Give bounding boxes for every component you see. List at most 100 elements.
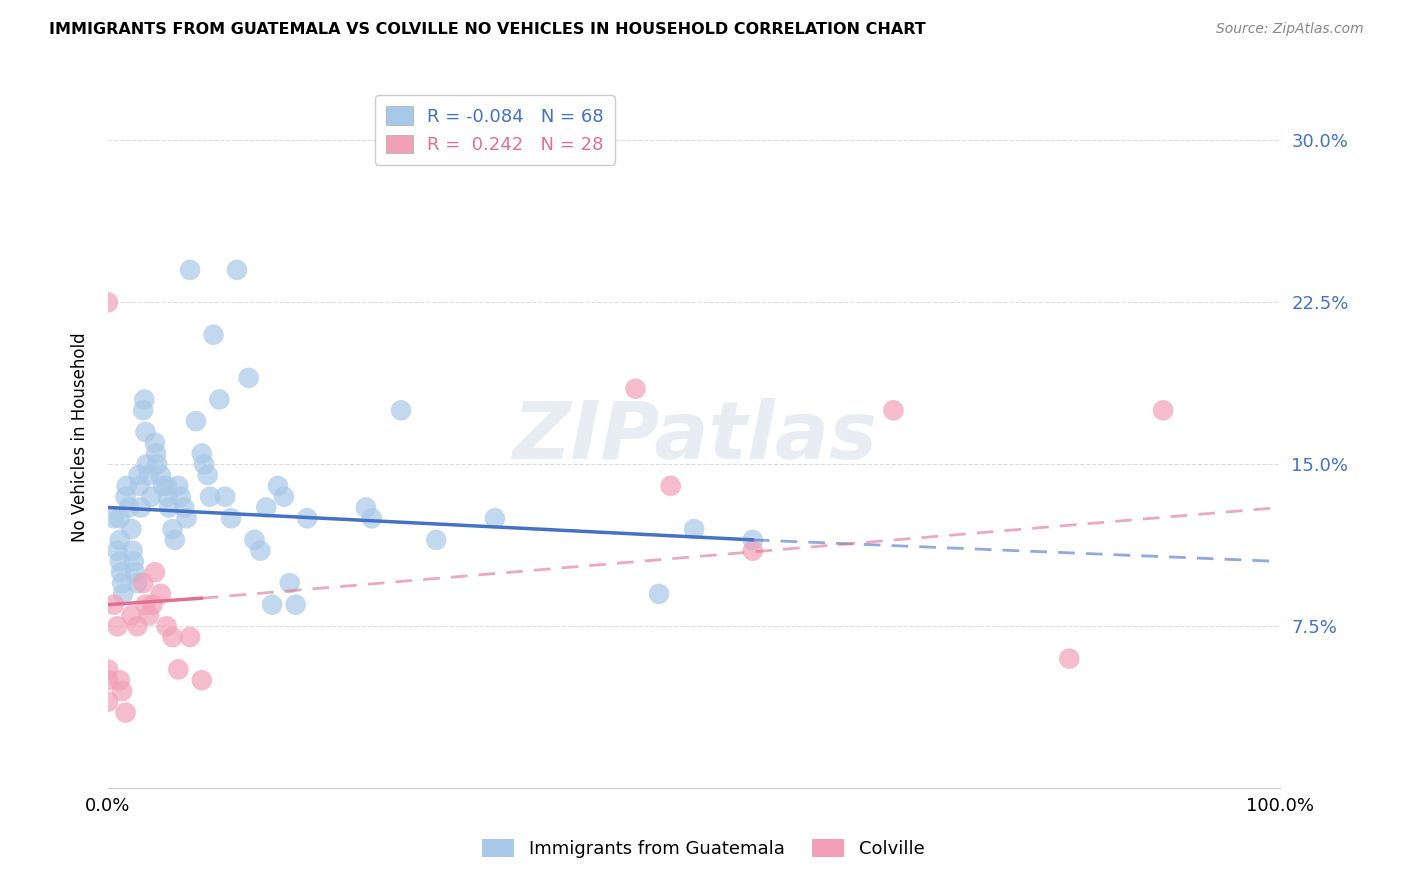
Point xyxy=(146,458,169,472)
Point xyxy=(179,263,201,277)
Point xyxy=(138,608,160,623)
Point xyxy=(122,554,145,568)
Point xyxy=(173,500,195,515)
Point xyxy=(103,511,125,525)
Point xyxy=(145,446,167,460)
Point xyxy=(683,522,706,536)
Point xyxy=(267,479,290,493)
Point xyxy=(163,533,186,547)
Point xyxy=(243,533,266,547)
Text: Source: ZipAtlas.com: Source: ZipAtlas.com xyxy=(1216,22,1364,37)
Point xyxy=(262,598,284,612)
Point xyxy=(624,382,647,396)
Point xyxy=(226,263,249,277)
Point xyxy=(149,468,172,483)
Point xyxy=(882,403,904,417)
Point xyxy=(297,511,319,525)
Point xyxy=(354,500,377,515)
Point xyxy=(273,490,295,504)
Point xyxy=(114,490,136,504)
Point xyxy=(219,511,242,525)
Point xyxy=(155,619,177,633)
Point xyxy=(162,630,184,644)
Y-axis label: No Vehicles in Household: No Vehicles in Household xyxy=(72,333,89,542)
Point xyxy=(138,468,160,483)
Point xyxy=(108,533,131,547)
Point xyxy=(110,566,132,580)
Point xyxy=(249,543,271,558)
Point xyxy=(132,403,155,417)
Point xyxy=(114,706,136,720)
Point xyxy=(360,511,382,525)
Point xyxy=(741,533,763,547)
Point xyxy=(127,619,149,633)
Point xyxy=(167,479,190,493)
Point xyxy=(191,446,214,460)
Point xyxy=(167,663,190,677)
Point xyxy=(97,673,120,688)
Point xyxy=(278,576,301,591)
Point xyxy=(97,295,120,310)
Point xyxy=(152,479,174,493)
Point xyxy=(118,500,141,515)
Point xyxy=(198,490,221,504)
Point xyxy=(124,566,146,580)
Point xyxy=(115,479,138,493)
Point xyxy=(176,511,198,525)
Point xyxy=(184,414,207,428)
Point xyxy=(155,479,177,493)
Point xyxy=(1152,403,1174,417)
Point xyxy=(191,673,214,688)
Point xyxy=(170,490,193,504)
Point xyxy=(134,425,156,439)
Point xyxy=(134,598,156,612)
Point xyxy=(238,371,260,385)
Point xyxy=(97,695,120,709)
Point xyxy=(208,392,231,407)
Point xyxy=(157,500,180,515)
Text: IMMIGRANTS FROM GUATEMALA VS COLVILLE NO VEHICLES IN HOUSEHOLD CORRELATION CHART: IMMIGRANTS FROM GUATEMALA VS COLVILLE NO… xyxy=(49,22,927,37)
Point xyxy=(193,458,215,472)
Point xyxy=(741,543,763,558)
Point xyxy=(143,566,166,580)
Point xyxy=(108,511,131,525)
Point xyxy=(202,327,225,342)
Point xyxy=(214,490,236,504)
Point xyxy=(179,630,201,644)
Point xyxy=(108,673,131,688)
Point xyxy=(162,522,184,536)
Point xyxy=(141,490,163,504)
Legend: R = -0.084   N = 68, R =  0.242   N = 28: R = -0.084 N = 68, R = 0.242 N = 28 xyxy=(375,95,614,165)
Text: ZIPatlas: ZIPatlas xyxy=(512,399,877,476)
Point xyxy=(120,522,142,536)
Point xyxy=(97,663,120,677)
Legend: Immigrants from Guatemala, Colville: Immigrants from Guatemala, Colville xyxy=(474,831,932,865)
Point xyxy=(425,533,447,547)
Point xyxy=(648,587,671,601)
Point xyxy=(389,403,412,417)
Point xyxy=(111,576,134,591)
Point xyxy=(1059,651,1081,665)
Point xyxy=(103,598,125,612)
Point xyxy=(105,543,128,558)
Point xyxy=(149,587,172,601)
Point xyxy=(121,543,143,558)
Point xyxy=(141,598,163,612)
Point xyxy=(284,598,307,612)
Point xyxy=(108,554,131,568)
Point xyxy=(132,576,155,591)
Point xyxy=(127,468,149,483)
Point xyxy=(197,468,219,483)
Point xyxy=(127,576,149,591)
Point xyxy=(484,511,506,525)
Point xyxy=(112,587,135,601)
Point xyxy=(659,479,682,493)
Point xyxy=(254,500,277,515)
Point xyxy=(105,619,128,633)
Point xyxy=(129,500,152,515)
Point xyxy=(111,684,134,698)
Point xyxy=(120,608,142,623)
Point xyxy=(135,458,157,472)
Point xyxy=(143,435,166,450)
Point xyxy=(134,392,156,407)
